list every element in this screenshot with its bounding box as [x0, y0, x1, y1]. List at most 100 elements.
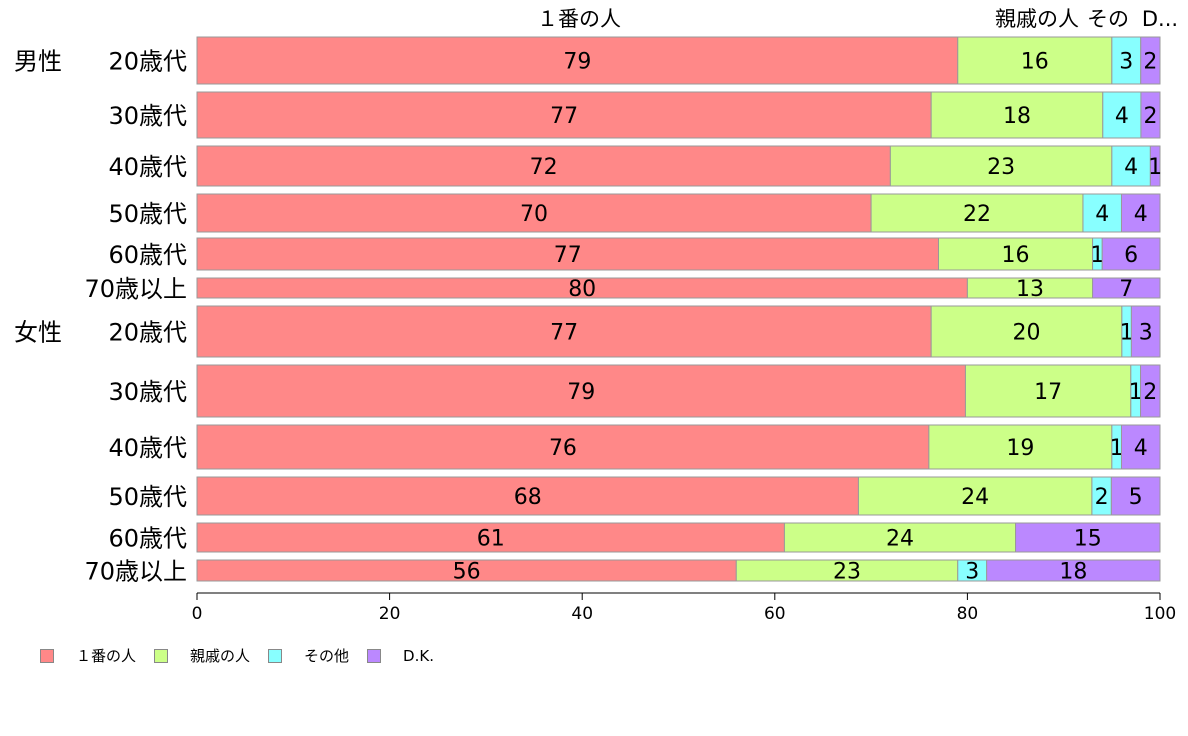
group-label: 女性: [14, 319, 62, 347]
bar-segment: [870, 193, 1084, 233]
bar-segment: [1102, 91, 1142, 139]
data-label: 3: [1119, 50, 1133, 75]
category-label: 30歳代: [108, 102, 187, 130]
legend-label: D.K.: [403, 646, 434, 665]
x-tick-label: 20: [379, 604, 401, 624]
data-label: 24: [886, 527, 914, 552]
data-label: 22: [963, 202, 991, 227]
data-label: 79: [563, 50, 591, 75]
legend-item: その他: [268, 645, 349, 666]
bar-segment: [1140, 364, 1161, 418]
bar-segment: [196, 145, 891, 187]
legend-swatch: [154, 648, 169, 663]
data-label: 16: [1002, 243, 1030, 268]
bar-segment: [930, 305, 1123, 358]
bar-segment: [986, 559, 1161, 582]
legend-item: D.K.: [367, 647, 434, 665]
category-label: 40歳代: [108, 434, 187, 462]
legend-swatch: [367, 648, 382, 663]
bar-segment: [1140, 91, 1161, 139]
bar-segment: [196, 237, 940, 271]
top-series-label: １番の人: [537, 7, 621, 31]
bar-segment: [1082, 193, 1122, 233]
legend-item: 親戚の人: [154, 645, 250, 666]
top-series-label: その: [1087, 7, 1129, 31]
x-tick-label: 80: [957, 604, 979, 624]
data-label: 4: [1124, 155, 1138, 180]
data-label: 72: [530, 155, 558, 180]
data-label: 61: [477, 527, 505, 552]
top-series-label: 親戚の人: [995, 7, 1079, 31]
data-label: 4: [1115, 104, 1129, 129]
x-tick-label: 40: [571, 604, 593, 624]
bar-segment: [1110, 476, 1161, 516]
legend-swatch: [40, 648, 54, 663]
data-label: 4: [1095, 202, 1109, 227]
bar-segment: [1130, 305, 1161, 358]
bar-segment: [1149, 145, 1161, 187]
group-label: 男性: [14, 48, 62, 76]
bar-segment: [196, 364, 966, 418]
x-tick-label: 100: [1144, 604, 1176, 624]
data-label: 79: [567, 380, 595, 405]
data-label: 24: [961, 485, 989, 510]
data-label: 5: [1129, 485, 1143, 510]
bar-segment: [1120, 424, 1161, 470]
data-label: 2: [1143, 380, 1157, 405]
data-label: 1: [1129, 380, 1143, 405]
x-tick-label: 60: [764, 604, 786, 624]
data-label: 2: [1095, 485, 1109, 510]
bar-segment: [1015, 522, 1161, 553]
bar-segment: [196, 476, 859, 516]
data-label: 1: [1120, 321, 1134, 346]
x-tick-label: 0: [192, 604, 203, 624]
bar-segment: [196, 91, 932, 139]
data-label: 23: [987, 155, 1015, 180]
bar-segment: [1111, 145, 1151, 187]
category-label: 60歳代: [108, 525, 187, 553]
bar-segment: [957, 36, 1113, 85]
data-label: 4: [1134, 202, 1148, 227]
category-label: 20歳代: [108, 319, 187, 347]
data-label: 3: [965, 560, 979, 585]
legend-swatch: [268, 648, 283, 663]
bar-segment: [928, 424, 1113, 470]
data-label: 77: [550, 321, 578, 346]
category-label: 40歳代: [108, 153, 187, 181]
data-label: 15: [1074, 527, 1102, 552]
bar-segment: [196, 424, 930, 470]
bar-segment: [938, 237, 1094, 271]
data-label: 20: [1013, 321, 1041, 346]
data-label: 4: [1134, 436, 1148, 461]
data-label: 80: [568, 277, 596, 302]
data-label: 23: [833, 560, 861, 585]
bar-segment: [1140, 36, 1161, 85]
data-label: 7: [1119, 277, 1133, 302]
data-label: 68: [514, 485, 542, 510]
category-label: 20歳代: [108, 48, 187, 76]
bar-segment: [857, 476, 1093, 516]
top-series-label: D...: [1142, 7, 1178, 31]
data-label: 77: [550, 104, 578, 129]
data-label: 19: [1006, 436, 1034, 461]
legend-label: １番の人: [76, 647, 137, 665]
category-label: 50歳代: [108, 483, 187, 511]
data-label: 6: [1124, 243, 1138, 268]
legend-item: １番の人: [40, 645, 136, 666]
bar-segment: [1101, 237, 1161, 271]
data-label: 1: [1090, 243, 1104, 268]
data-label: 3: [1139, 321, 1153, 346]
bar-segment: [930, 91, 1104, 139]
bar-segment: [783, 522, 1017, 553]
data-label: 2: [1143, 50, 1157, 75]
data-label: 18: [1059, 560, 1087, 585]
legend-label: その他: [304, 647, 350, 665]
bar-segment: [1111, 36, 1142, 85]
data-label: 1: [1148, 155, 1162, 180]
data-label: 13: [1016, 277, 1044, 302]
data-label: 1: [1110, 436, 1124, 461]
bar-segment: [1120, 193, 1161, 233]
bar-segment: [196, 193, 872, 233]
bar-segment: [889, 145, 1113, 187]
